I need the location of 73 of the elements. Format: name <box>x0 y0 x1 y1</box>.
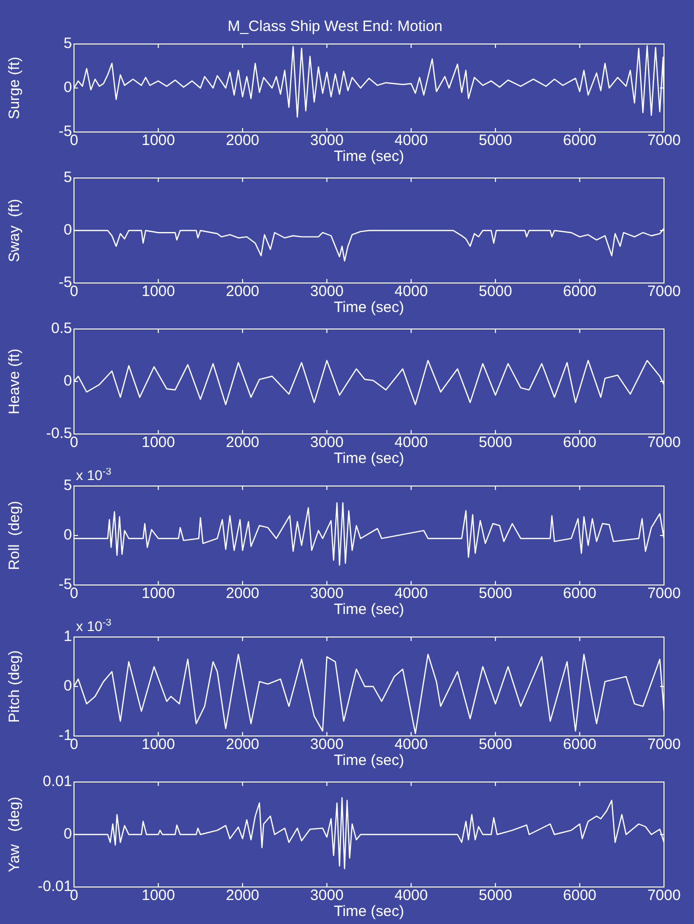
y-axis-title: Sway (ft) <box>6 198 24 262</box>
x-tick-label: 6000 <box>563 132 596 150</box>
x-tick-label: 5000 <box>478 283 512 300</box>
y-axis-title: Heave (ft) <box>6 348 24 414</box>
x-tick-label: 3000 <box>310 736 344 754</box>
x-tick-label: 2000 <box>226 283 260 300</box>
x-axis-title: Time (sec) <box>334 148 404 166</box>
y-axis-title: Pitch (deg) <box>6 650 24 723</box>
x-axis-title: Time (sec) <box>334 903 404 920</box>
x-tick-label: 1000 <box>142 434 175 452</box>
x-tick-label: 2000 <box>226 736 260 754</box>
y-tick-label: 0 <box>64 222 72 239</box>
x-tick-label: 6000 <box>563 736 596 754</box>
y-tick-label: 0.5 <box>51 320 72 338</box>
x-tick-label: 2000 <box>226 887 260 904</box>
x-tick-label: 7000 <box>647 434 681 452</box>
x-tick-label: 4000 <box>394 132 428 150</box>
x-tick-label: 4000 <box>394 585 428 602</box>
x-tick-label: 6000 <box>563 434 596 452</box>
x-tick-label: 5000 <box>478 585 512 602</box>
x-tick-label: 1000 <box>142 283 175 300</box>
y-tick-label: 0 <box>64 372 72 390</box>
x-axis-title: Time (sec) <box>334 601 404 618</box>
x-tick-label: 1000 <box>142 736 175 754</box>
y-tick-label: -5 <box>58 576 72 594</box>
x-tick-label: 2000 <box>226 132 260 150</box>
x-tick-label: 6000 <box>563 283 596 300</box>
y-tick-label: -0.01 <box>38 878 72 896</box>
y-tick-label: -5 <box>58 123 72 140</box>
y-tick-label: 1 <box>64 628 72 646</box>
x-tick-label: 3000 <box>310 434 344 452</box>
y-tick-label: 0.01 <box>42 773 72 790</box>
x-tick-label: 7000 <box>647 132 681 150</box>
y-axis-title: Roll (deg) <box>6 500 24 570</box>
x-tick-label: 5000 <box>478 887 512 904</box>
x-tick-label: 6000 <box>563 887 596 904</box>
x-tick-label: 3000 <box>310 132 344 150</box>
x-tick-label: 5000 <box>478 132 512 150</box>
x-tick-label: 5000 <box>478 736 512 754</box>
y-tick-label: -1 <box>58 727 72 744</box>
x-tick-label: 7000 <box>647 736 681 754</box>
y-tick-label: 0 <box>64 826 72 843</box>
x-tick-label: 7000 <box>647 283 681 300</box>
x-axis-title: Time (sec) <box>334 450 404 468</box>
y-tick-label: 0 <box>64 526 72 544</box>
x-tick-label: 6000 <box>563 585 596 602</box>
x-tick-label: 1000 <box>142 887 175 904</box>
x-tick-label: 1000 <box>142 585 175 602</box>
x-tick-label: 3000 <box>310 283 344 300</box>
x-tick-label: 1000 <box>142 132 175 150</box>
y-tick-label: 5 <box>64 169 72 186</box>
x-tick-label: 7000 <box>647 887 681 904</box>
x-tick-label: 4000 <box>394 434 428 452</box>
x-tick-label: 2000 <box>226 434 260 452</box>
x-tick-label: 4000 <box>394 736 428 754</box>
y-tick-label: 0 <box>64 678 72 695</box>
x-axis-title: Time (sec) <box>334 299 404 316</box>
y-tick-label: -0.5 <box>46 425 72 442</box>
x-tick-label: 5000 <box>478 434 512 452</box>
x-tick-label: 3000 <box>310 585 344 602</box>
x-axis-title: Time (sec) <box>334 752 404 770</box>
y-axis-title: Yaw (deg) <box>6 796 24 872</box>
x-tick-label: 4000 <box>394 283 428 300</box>
y-tick-label: 5 <box>64 477 72 494</box>
y-tick-label: 0 <box>64 79 72 96</box>
x-tick-label: 2000 <box>226 585 260 602</box>
x-tick-label: 7000 <box>647 585 681 602</box>
y-tick-label: 5 <box>64 35 72 52</box>
y-tick-label: -5 <box>58 274 72 292</box>
y-axis-title: Surge (ft) <box>6 56 24 120</box>
chart-title: M_Class Ship West End: Motion <box>228 18 442 36</box>
x-tick-label: 4000 <box>394 887 428 904</box>
x-tick-label: 3000 <box>310 887 344 904</box>
